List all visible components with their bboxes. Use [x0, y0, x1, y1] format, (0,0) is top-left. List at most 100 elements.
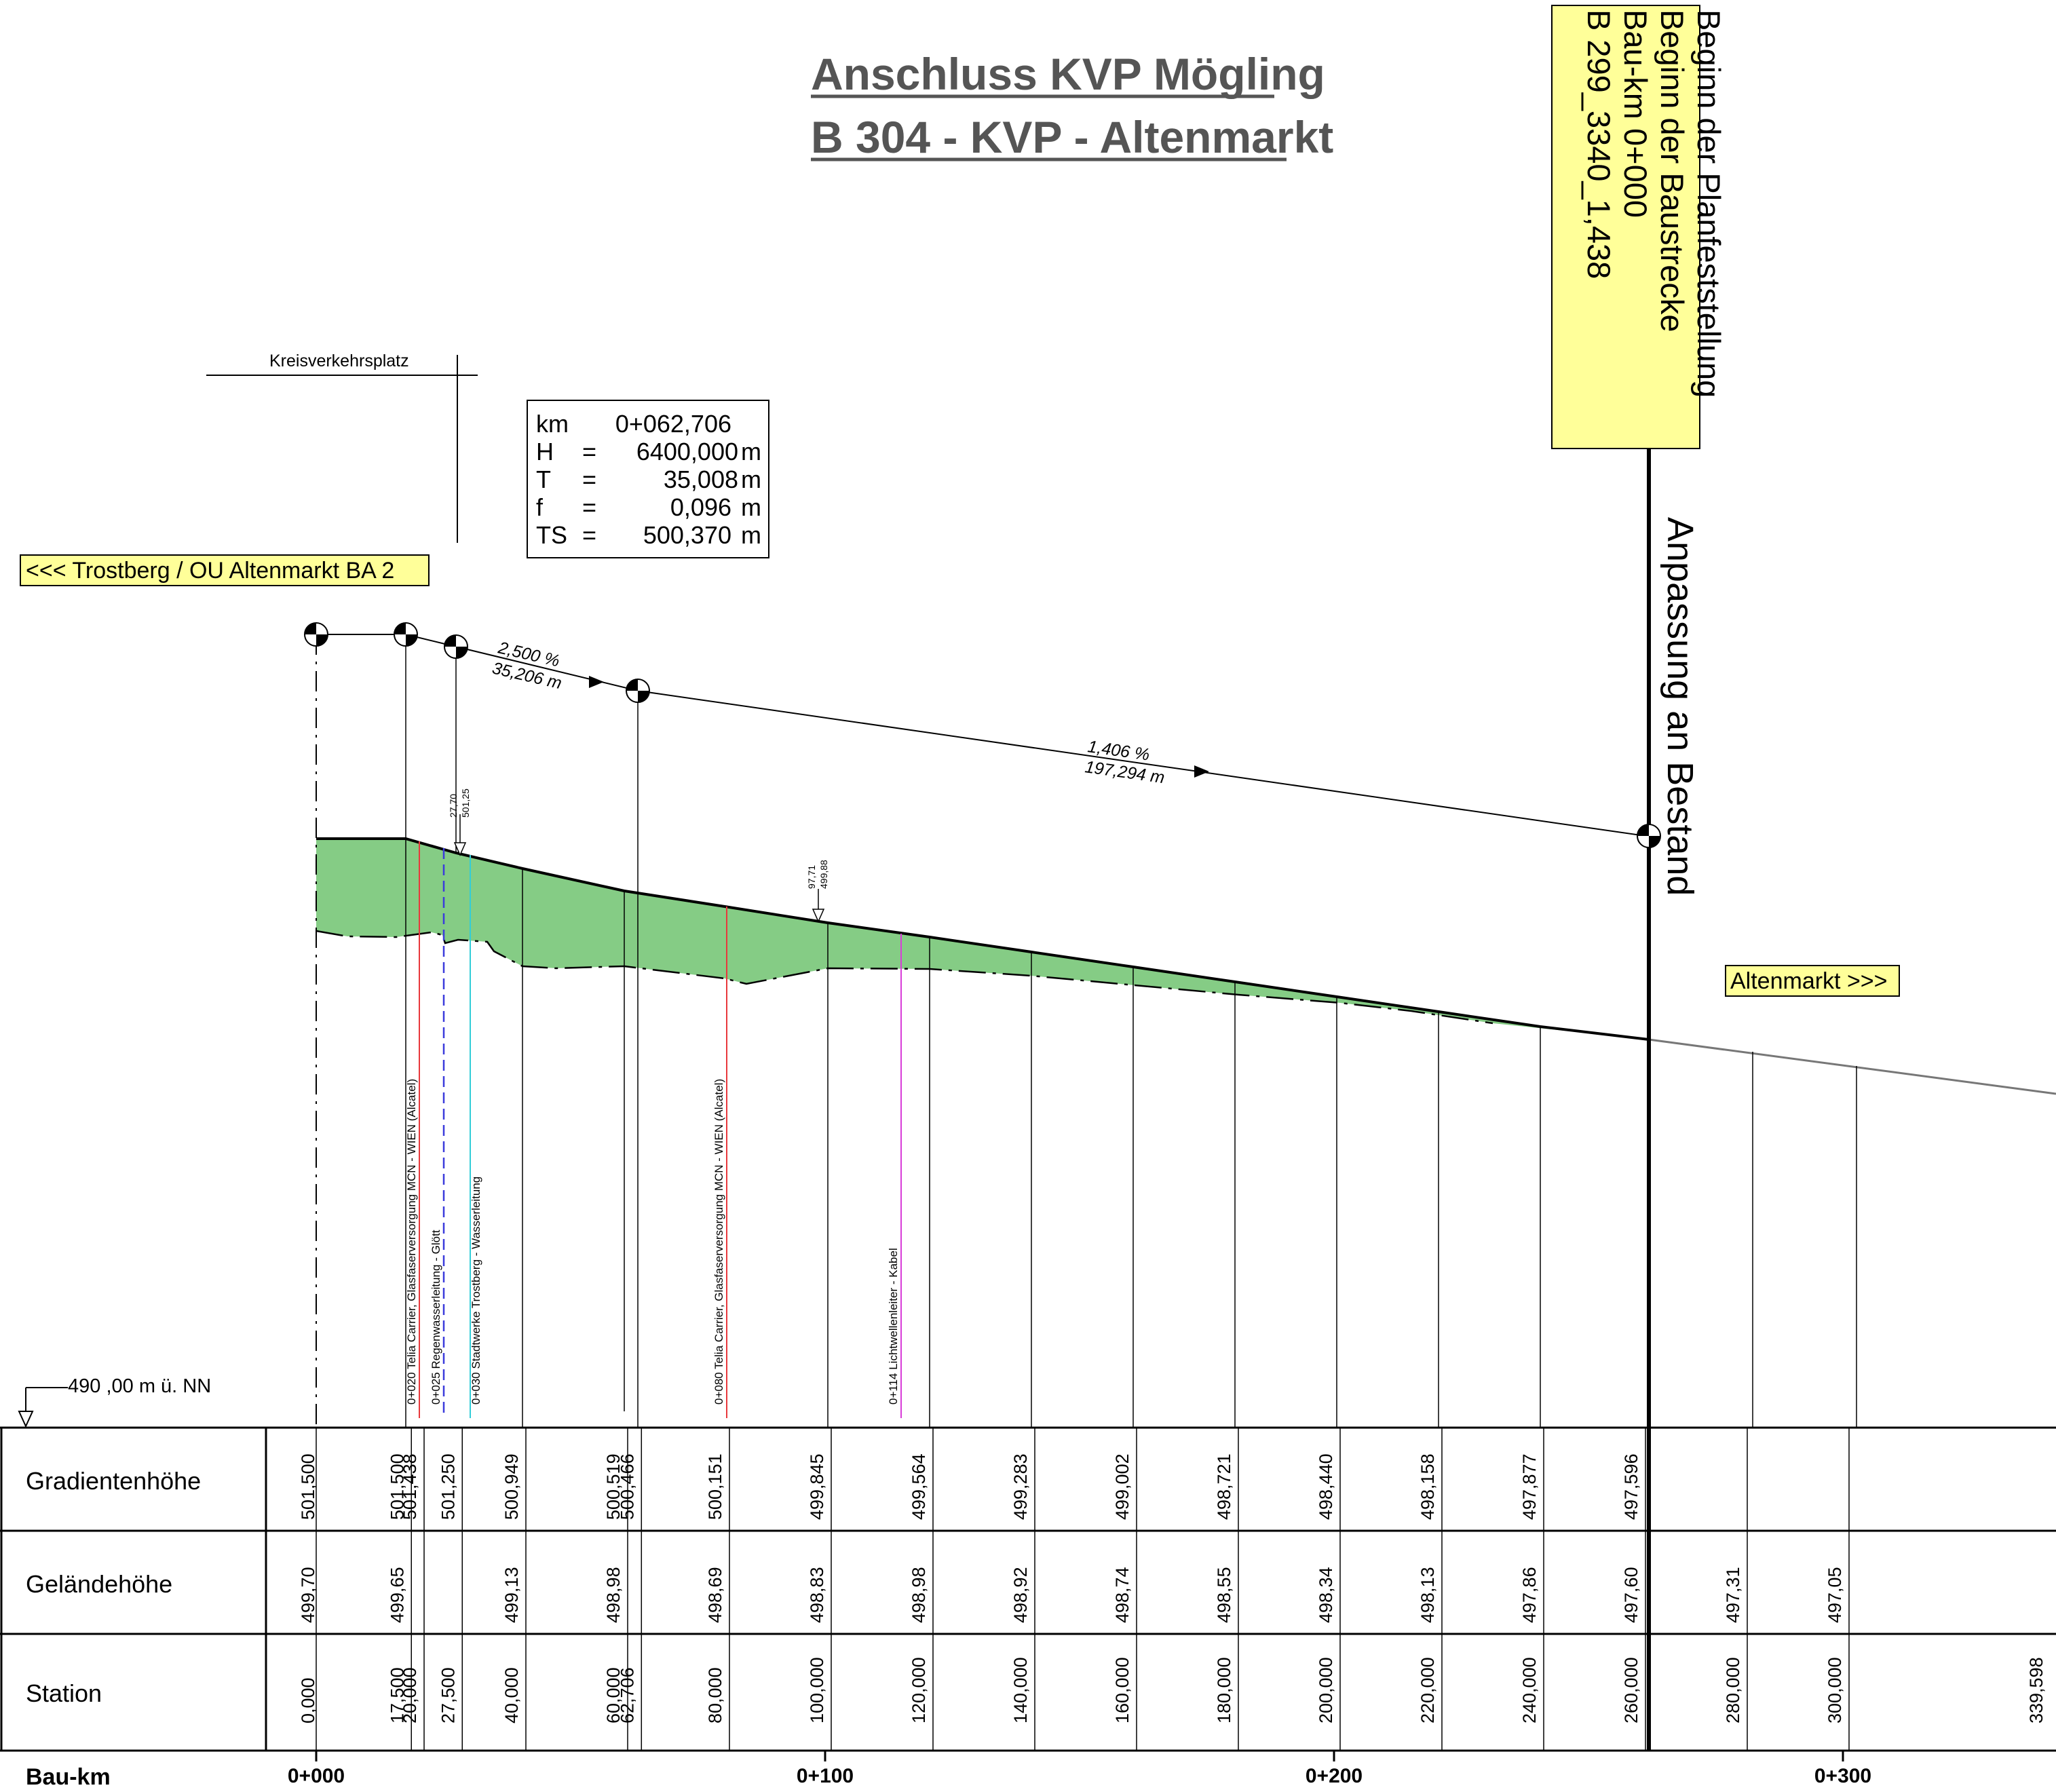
baukm-value: 0+100 [797, 1765, 854, 1787]
marker-1-top: 27,70 [448, 794, 459, 818]
curve-info-box [527, 400, 769, 558]
station-value: 60,000 [603, 1667, 624, 1723]
row-label-terrain: Geländehöhe [26, 1570, 172, 1598]
station-value: 220,000 [1417, 1657, 1438, 1723]
existing-road-line [1648, 1038, 2056, 1095]
slope-arrow-1 [589, 676, 604, 688]
tangent-point-icon [394, 622, 418, 647]
tangent-polygon [316, 634, 1646, 837]
station-value: 200,000 [1316, 1657, 1336, 1723]
embankment-fill [316, 839, 1649, 1040]
terrain-value: 497,05 [1825, 1567, 1845, 1623]
row-label-baukm: Bau-km [26, 1764, 111, 1790]
terrain-line [316, 930, 1493, 1025]
gradient-value: 500,151 [705, 1453, 725, 1520]
terrain-value: 497,60 [1621, 1567, 1641, 1623]
baukm-value: 0+200 [1306, 1765, 1363, 1787]
marker-1-arrow [453, 842, 467, 856]
baukm-value: 0+000 [288, 1765, 345, 1787]
curve-eq: = [582, 465, 596, 493]
table-column-lines [316, 1428, 1850, 1751]
marker-2-top: 97,71 [806, 865, 817, 889]
terrain-value: 498,55 [1214, 1567, 1234, 1623]
direction-left-label: <<< Trostberg / OU Altenmarkt BA 2 [26, 558, 394, 584]
terrain-value: 498,13 [1417, 1567, 1438, 1623]
gradient-value: 501,438 [400, 1453, 420, 1520]
anpassung-label: Anpassung an Bestand [1660, 517, 1700, 896]
direction-right-box [1725, 965, 1900, 997]
curve-unit: m [741, 521, 761, 549]
station-value: 240,000 [1519, 1657, 1540, 1723]
curve-value: 500,370 [643, 521, 731, 549]
curve-unit: m [741, 438, 761, 465]
station-value: 20,000 [400, 1667, 420, 1723]
station-value: 160,000 [1112, 1657, 1132, 1723]
direction-left-box [20, 554, 430, 586]
tangent-point-icon [304, 622, 328, 647]
slope-2-length: 197,294 m [1084, 757, 1166, 787]
begin-line-1: Beginn der Planfeststellung [1691, 9, 1727, 398]
station-value: 339,598 [2026, 1657, 2047, 1723]
utility-label: 0+030 Stadtwerke Trostberg - Wasserleitu… [470, 1177, 482, 1405]
curve-key: TS [536, 521, 567, 549]
datum-triangle-icon [18, 1411, 34, 1428]
station-value: 62,706 [617, 1667, 637, 1723]
curve-info-rows: km 0+062,706 H = 6400,000 m T = 35,008 m… [536, 410, 761, 549]
terrain-value: 498,98 [909, 1567, 929, 1623]
curve-key: km [536, 410, 569, 438]
station-value: 17,500 [387, 1667, 407, 1723]
gradient-value: 501,500 [298, 1453, 318, 1520]
terrain-value: 498,74 [1112, 1567, 1132, 1623]
gradient-value: 498,158 [1417, 1453, 1438, 1520]
curve-value: 0,096 [670, 493, 731, 521]
terrain-value: 499,65 [387, 1567, 407, 1623]
station-value: 80,000 [705, 1667, 725, 1723]
baukm-value: 0+300 [1814, 1765, 1871, 1787]
curve-value: 6400,000 [636, 438, 738, 465]
begin-line-3: Bau-km 0+000 [1618, 9, 1654, 218]
datum-label: 490 ,00 m ü. NN [68, 1375, 211, 1397]
tangent-point-icon [444, 634, 468, 659]
curve-key: f [536, 493, 544, 521]
tangent-point-markers [304, 622, 1661, 848]
station-value: 280,000 [1723, 1657, 1743, 1723]
curve-eq: = [582, 493, 596, 521]
utility-label: 0+020 Telia Carrier, Glasfaserversorgung… [405, 1079, 418, 1405]
marker-2-bottom: 499,88 [818, 860, 829, 889]
gradient-value: 497,596 [1621, 1453, 1641, 1520]
gradient-value: 498,721 [1214, 1453, 1234, 1520]
begin-line-4: B 299_3340_1,438 [1581, 9, 1617, 279]
curve-unit: m [741, 493, 761, 521]
gradient-value: 499,845 [807, 1453, 827, 1520]
gradient-value: 500,949 [501, 1453, 522, 1520]
terrain-value: 497,31 [1723, 1567, 1743, 1623]
direction-right-label: Altenmarkt >>> [1730, 968, 1888, 994]
terrain-value: 498,34 [1316, 1567, 1336, 1623]
slope-arrow-2 [1194, 765, 1209, 778]
gradient-value: 501,500 [387, 1453, 407, 1520]
baukm-values: 0+000 0+100 0+200 0+300 [288, 1751, 1871, 1787]
tangent-segment [455, 646, 639, 691]
station-value: 40,000 [501, 1667, 522, 1723]
tangent-point-icon [626, 679, 650, 703]
utility-label: 0+025 Regenwasserleitung - Glött [430, 1229, 442, 1405]
utility-label: 0+114 Lichtwellenleiter - Kabel [887, 1248, 900, 1405]
curve-value: 0+062,706 [615, 410, 731, 438]
terrain-value: 498,69 [705, 1567, 725, 1623]
profile-table [0, 1426, 2056, 1752]
terrain-values: 499,70 499,65 499,13 498,98 498,69 498,83 498,… [298, 1567, 1845, 1623]
terrain-value: 498,98 [603, 1567, 624, 1623]
terrain-value: 497,86 [1519, 1567, 1540, 1623]
curve-value: 35,008 [664, 465, 738, 493]
station-value: 260,000 [1621, 1657, 1641, 1723]
gradient-value: 498,440 [1316, 1453, 1336, 1520]
terrain-value: 498,83 [807, 1567, 827, 1623]
station-value: 180,000 [1214, 1657, 1234, 1723]
curve-key: H [536, 438, 554, 465]
begin-box [1551, 5, 1700, 449]
tangent-point-icon [1637, 824, 1661, 848]
curve-key: T [536, 465, 551, 493]
station-verticals [522, 869, 1857, 1428]
